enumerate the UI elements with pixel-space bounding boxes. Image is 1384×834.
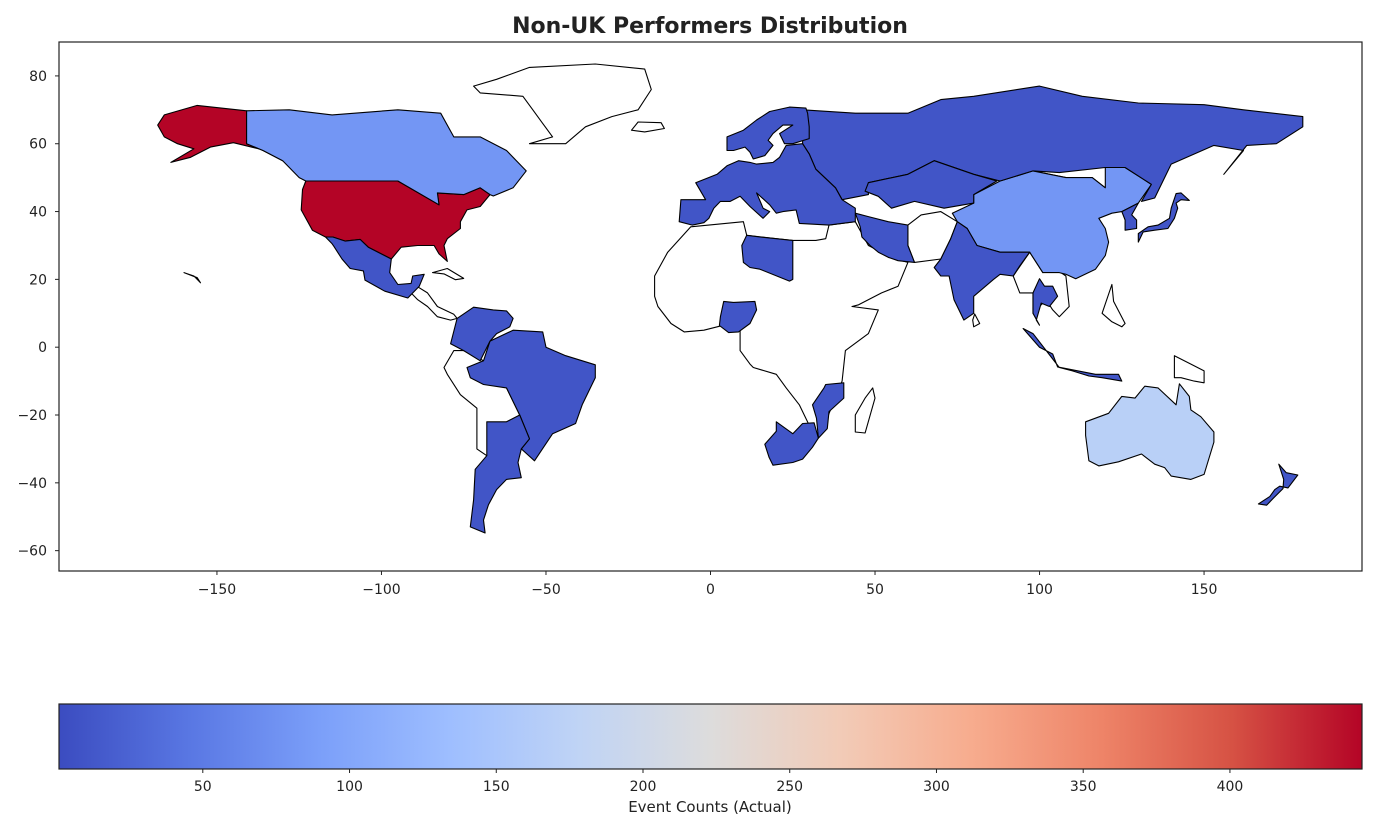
no-data-landmass [854,387,876,434]
country-layer [157,85,1304,534]
y-tick-label: 0 [38,340,47,356]
x-tick-label: −150 [198,582,236,598]
no-data-landmass [630,121,665,133]
y-tick-label: 60 [29,137,47,153]
country-south-africa [764,421,819,466]
x-tick-label: −100 [362,582,400,598]
country-russia [802,85,1304,202]
country-indonesia [1022,327,1123,382]
y-tick-label: −40 [17,476,47,492]
colorbar-tick-label: 400 [1217,779,1244,795]
x-tick-label: −50 [531,582,561,598]
country-argentina [469,414,531,534]
y-axis: 80 60 40 20 0 −20 −40 −60 [17,69,59,560]
country-india [933,221,1031,321]
colorbar-tick-label: 250 [776,779,803,795]
country-thailand [1032,278,1059,326]
y-tick-label: −20 [17,408,47,424]
colorbar-tick-label: 150 [483,779,510,795]
y-tick-label: 20 [29,272,47,288]
colorbar-tick-label: 50 [194,779,212,795]
country-europe [678,143,856,226]
no-data-landmass [1173,355,1205,384]
colorbar [58,703,1363,770]
x-tick-label: 50 [866,582,884,598]
map-title: Non-UK Performers Distribution [512,14,908,39]
colorbar-label: Event Counts (Actual) [628,798,792,816]
x-tick-label: 150 [1191,582,1218,598]
country-brazil [466,329,596,462]
colorbar-ticks: 50 100 150 200 250 300 350 400 [194,769,1243,795]
x-axis: −150 −100 −50 0 50 100 150 [198,571,1218,598]
country-kazakhstan [864,160,998,209]
country-colombia-venezuela [450,306,514,362]
y-tick-label: 40 [29,205,47,221]
no-data-landmass [431,267,465,281]
x-tick-label: 0 [706,582,715,598]
country-new-zealand [1257,463,1299,506]
colorbar-tick-label: 100 [336,779,363,795]
country-libya [741,234,794,282]
country-iran [854,212,916,263]
colorbar-tick-label: 300 [923,779,950,795]
country-mozambique [811,382,845,439]
country-australia [1085,383,1215,480]
country-canada [246,109,527,206]
x-tick-label: 100 [1026,582,1053,598]
colorbar-tick-label: 350 [1070,779,1097,795]
no-data-landmass [1101,283,1126,328]
no-data-landmass [183,272,202,284]
country-alaska [157,104,284,163]
y-tick-label: 80 [29,69,47,85]
no-data-landmass [972,313,981,328]
colorbar-tick-label: 200 [630,779,657,795]
no-data-landmass [473,63,652,145]
country-japan [1137,192,1190,243]
country-korea [1121,202,1139,231]
land-layer [183,63,1205,457]
country-nigeria [718,300,758,334]
no-data-landmass [407,286,458,321]
country-mexico [324,236,425,299]
y-tick-label: −60 [17,544,47,560]
country-scandinavia [726,106,810,160]
